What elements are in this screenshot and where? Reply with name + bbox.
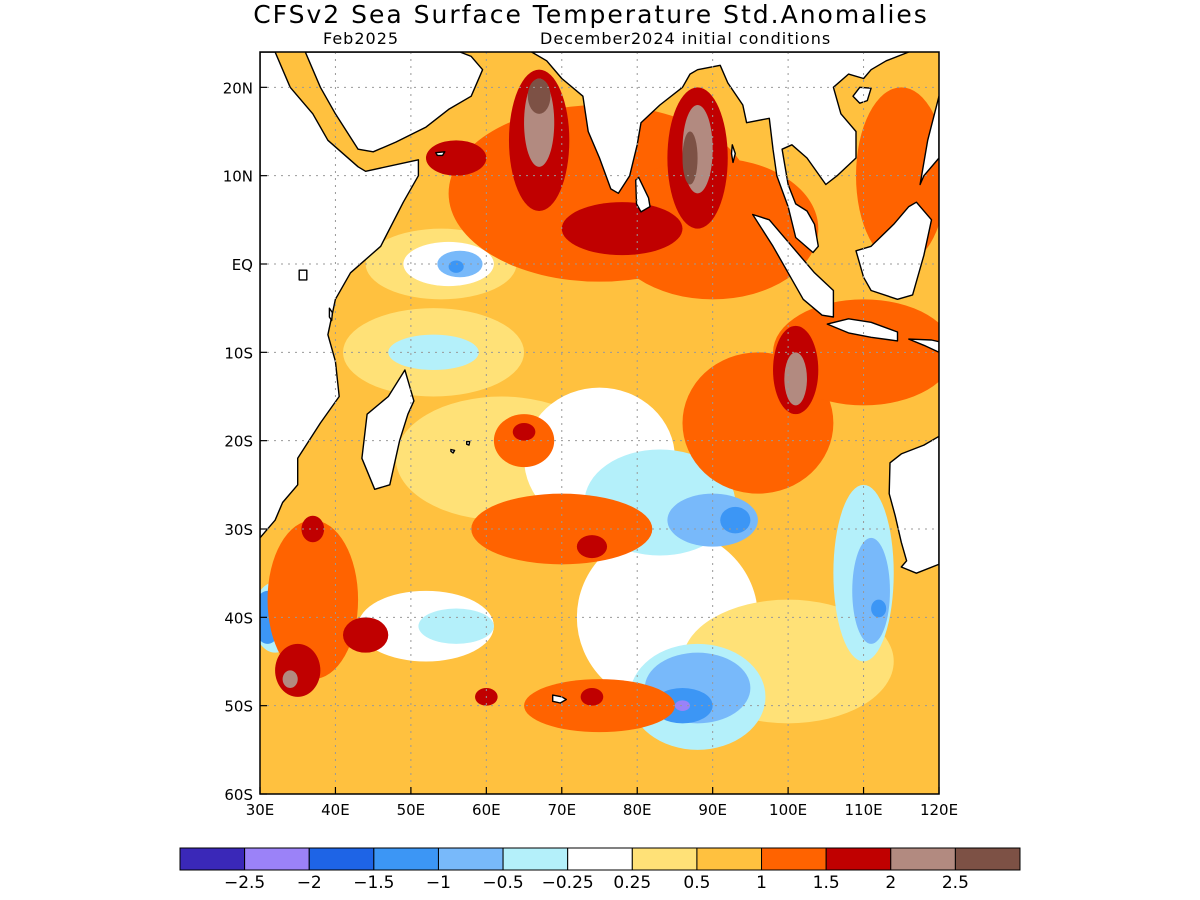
land-andaman [730, 144, 736, 164]
colorbar-label: −2.5 [224, 873, 265, 893]
land-java [826, 318, 899, 342]
land-masses [260, 52, 939, 704]
colorbar-swatch [502, 847, 569, 871]
anomaly-region [720, 506, 751, 534]
colorbar-swatch [179, 847, 246, 871]
lat-tick-label: 10S [224, 344, 253, 362]
anomaly-region [871, 599, 887, 618]
anomaly-region [301, 515, 325, 543]
colorbar-label: 1 [756, 873, 767, 893]
colorbar-swatch [696, 847, 763, 871]
lon-tick-label: 70E [547, 801, 576, 819]
colorbar-label: 0.5 [683, 873, 710, 893]
anomaly-region [512, 423, 536, 441]
land-kerguelen [552, 694, 567, 704]
colorbar: −2.5 −2 −1.5 −1 −0.5 −0.25 0.25 0.5 1 1.5 2 2.5 [179, 847, 1021, 893]
colorbar-label: −0.5 [482, 873, 523, 893]
lon-tick-label: 60E [472, 801, 501, 819]
land-reunion [450, 448, 456, 454]
colorbar-label: 2.5 [942, 873, 969, 893]
plot-frame [259, 51, 940, 795]
anomaly-region [342, 617, 389, 653]
land-sri-lanka [635, 176, 651, 213]
colorbar-swatch [308, 847, 375, 871]
lon-tick-label: 40E [321, 801, 350, 819]
lon-tick-label: 120E [920, 801, 958, 819]
axes: 30E 40E 50E 60E 70E 80E 90E 100E 110E 120E 20N 10N E… [223, 79, 958, 819]
land-hainan [852, 86, 872, 104]
map-title: CFSv2 Sea Surface Temperature Std.Anomal… [253, 0, 929, 29]
land-seychelles [298, 269, 308, 281]
anomaly-region [267, 520, 359, 680]
land-africa [260, 52, 420, 539]
colorbar-swatch [567, 847, 633, 871]
lat-tick-label: 20N [223, 79, 253, 97]
anomaly-region [275, 643, 321, 697]
colorbar-label: 0.25 [613, 873, 651, 893]
colorbar-swatch [761, 847, 827, 871]
lat-tick-label: 60S [224, 786, 253, 804]
lat-tick-label: 30S [224, 521, 253, 539]
land-mauritius [466, 440, 471, 446]
colorbar-label: 2 [885, 873, 896, 893]
lat-tick-label: 20S [224, 433, 253, 451]
anomaly-region [425, 140, 487, 176]
colorbar-swatch [890, 847, 956, 871]
land-socotra [435, 151, 446, 157]
colorbar-label: −1.5 [353, 873, 394, 893]
colorbar-label: −2 [297, 873, 322, 893]
lat-tick-label: 10N [223, 168, 253, 186]
forecast-month: Feb2025 [323, 29, 400, 48]
colorbar-label: −0.25 [542, 873, 594, 893]
anomaly-region [282, 670, 298, 689]
colorbar-swatch [437, 847, 504, 871]
land-pemba-zanzibar [328, 307, 334, 322]
anomaly-region [527, 78, 551, 114]
land-sulawesi-lesser [908, 338, 939, 353]
colorbar-swatch [825, 847, 892, 871]
lat-tick-label: 40S [224, 609, 253, 627]
lat-tick-label: 50S [224, 698, 253, 716]
anomaly-region [418, 608, 494, 644]
colorbar-swatch [373, 847, 439, 871]
lon-tick-label: 80E [623, 801, 652, 819]
graticule [260, 52, 939, 794]
lon-tick-label: 30E [246, 801, 275, 819]
lon-tick-label: 90E [698, 801, 727, 819]
anomaly-region [576, 535, 608, 559]
land-arabia [304, 52, 484, 153]
anomaly-region [580, 688, 604, 706]
anomaly-region [667, 493, 758, 547]
anomaly-region [561, 202, 683, 256]
colorbar-swatch [954, 847, 1021, 871]
initial-conditions-label: December2024 initial conditions [540, 29, 832, 48]
anomaly-region [852, 537, 890, 644]
lon-tick-label: 50E [397, 801, 426, 819]
colorbar-swatch [244, 847, 310, 871]
land-borneo [855, 201, 933, 300]
colorbar-label: −1 [426, 873, 451, 893]
lon-tick-label: 100E [769, 801, 807, 819]
anomaly-region [448, 260, 464, 273]
lon-tick-label: 110E [845, 801, 883, 819]
anomaly-region [682, 131, 698, 185]
land-philippines [919, 95, 939, 186]
land-madagascar [361, 369, 415, 490]
colorbar-label: 1.5 [813, 873, 840, 893]
colorbar-swatch [631, 847, 698, 871]
anomaly-region [784, 352, 807, 406]
anomaly-region [674, 700, 691, 711]
land-sumatra [752, 213, 835, 318]
lat-tick-label: EQ [232, 256, 253, 274]
